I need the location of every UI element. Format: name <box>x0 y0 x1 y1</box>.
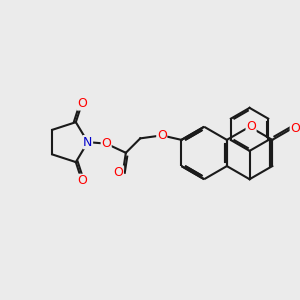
Text: O: O <box>113 166 123 179</box>
Text: O: O <box>157 129 167 142</box>
Text: O: O <box>77 97 87 110</box>
Text: O: O <box>246 120 256 133</box>
Text: N: N <box>83 136 92 148</box>
Text: O: O <box>101 137 111 150</box>
Text: O: O <box>290 122 300 135</box>
Text: O: O <box>77 174 87 187</box>
